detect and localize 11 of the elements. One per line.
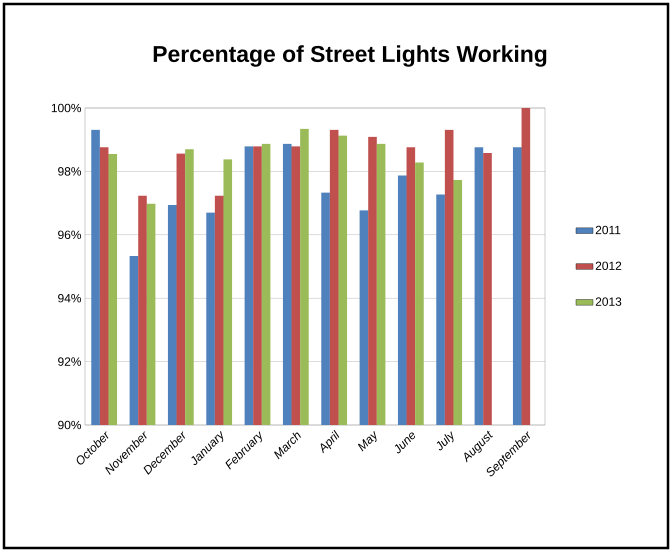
- legend-label: 2011: [596, 226, 620, 234]
- y-tick-label: 94%: [58, 294, 82, 302]
- legend-label: 2012: [596, 262, 622, 270]
- y-tick-label: 90%: [58, 420, 82, 430]
- y-tick-label: 100%: [52, 104, 82, 112]
- y-tick-label: 98%: [58, 167, 82, 176]
- y-tick-label: 96%: [58, 230, 82, 240]
- legend-label: 2013: [596, 297, 622, 306]
- chart-title: Percentage of Street Lights Working: [154, 45, 546, 67]
- x-tick-label: July: [436, 431, 454, 450]
- y-tick-label: 92%: [58, 357, 82, 366]
